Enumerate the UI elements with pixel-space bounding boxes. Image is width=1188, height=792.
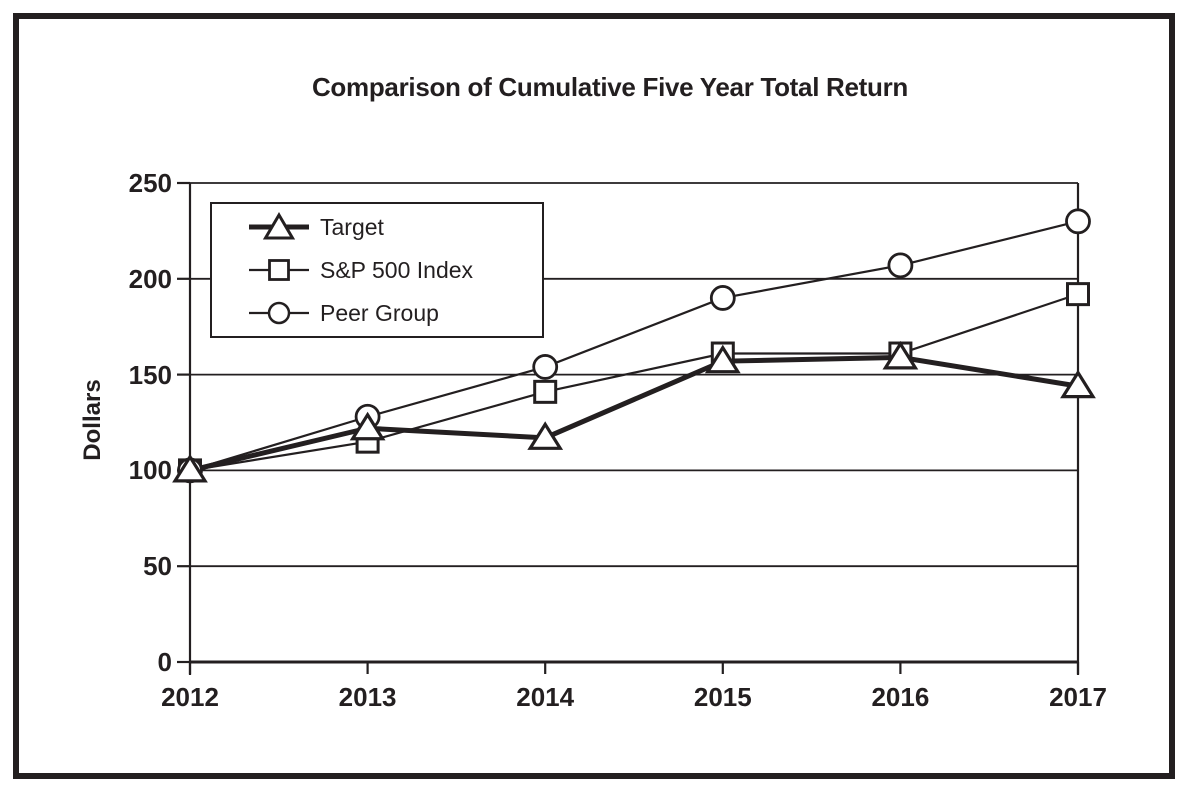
x-tick-label: 2017 — [1049, 682, 1107, 712]
y-tick-label: 200 — [128, 263, 172, 294]
chart-title: Comparison of Cumulative Five Year Total… — [311, 72, 909, 102]
series-line-square — [189, 293, 1079, 472]
triangle-marker — [882, 340, 919, 370]
y-tick-label: 250 — [128, 168, 172, 198]
thick-line-triangle-marker-icon — [249, 212, 309, 240]
series-line-triangle — [189, 354, 1079, 473]
series-line-circle — [189, 220, 1079, 472]
circle-marker — [532, 354, 559, 380]
x-tick-label: 2016 — [871, 682, 930, 712]
circle-marker — [1065, 208, 1091, 235]
triangle-marker — [527, 421, 564, 450]
triangle-marker — [704, 344, 741, 374]
legend-item-target: Target — [212, 206, 542, 249]
y-tick-label: 100 — [128, 455, 172, 486]
y-tick-label: 50 — [143, 551, 172, 582]
circle-marker — [709, 285, 736, 311]
square-marker — [1066, 282, 1090, 307]
legend-box: Target S&P 500 Index Peer Group — [210, 202, 544, 338]
legend-item-sp500: S&P 500 Index — [212, 249, 542, 292]
x-tick-label: 2012 — [161, 682, 219, 712]
legend-label: Target — [320, 213, 384, 240]
y-tick-label: 0 — [157, 647, 172, 677]
circle-marker — [887, 252, 914, 279]
square-marker — [533, 379, 558, 404]
legend-item-peer-group: Peer Group — [212, 292, 542, 335]
x-tick-label: 2015 — [693, 682, 752, 712]
legend-label: S&P 500 Index — [320, 256, 474, 283]
x-tick-label: 2014 — [516, 682, 575, 712]
triangle-marker — [172, 453, 208, 483]
thin-line-square-marker-icon — [249, 259, 309, 281]
triangle-marker — [1060, 369, 1096, 399]
page-border — [13, 13, 1175, 779]
thin-line-circle-marker-icon — [249, 301, 309, 325]
triangle-marker — [349, 411, 386, 441]
legend-label: Peer Group — [320, 299, 439, 326]
x-tick-label: 2013 — [338, 682, 397, 712]
y-tick-label: 150 — [128, 359, 172, 390]
